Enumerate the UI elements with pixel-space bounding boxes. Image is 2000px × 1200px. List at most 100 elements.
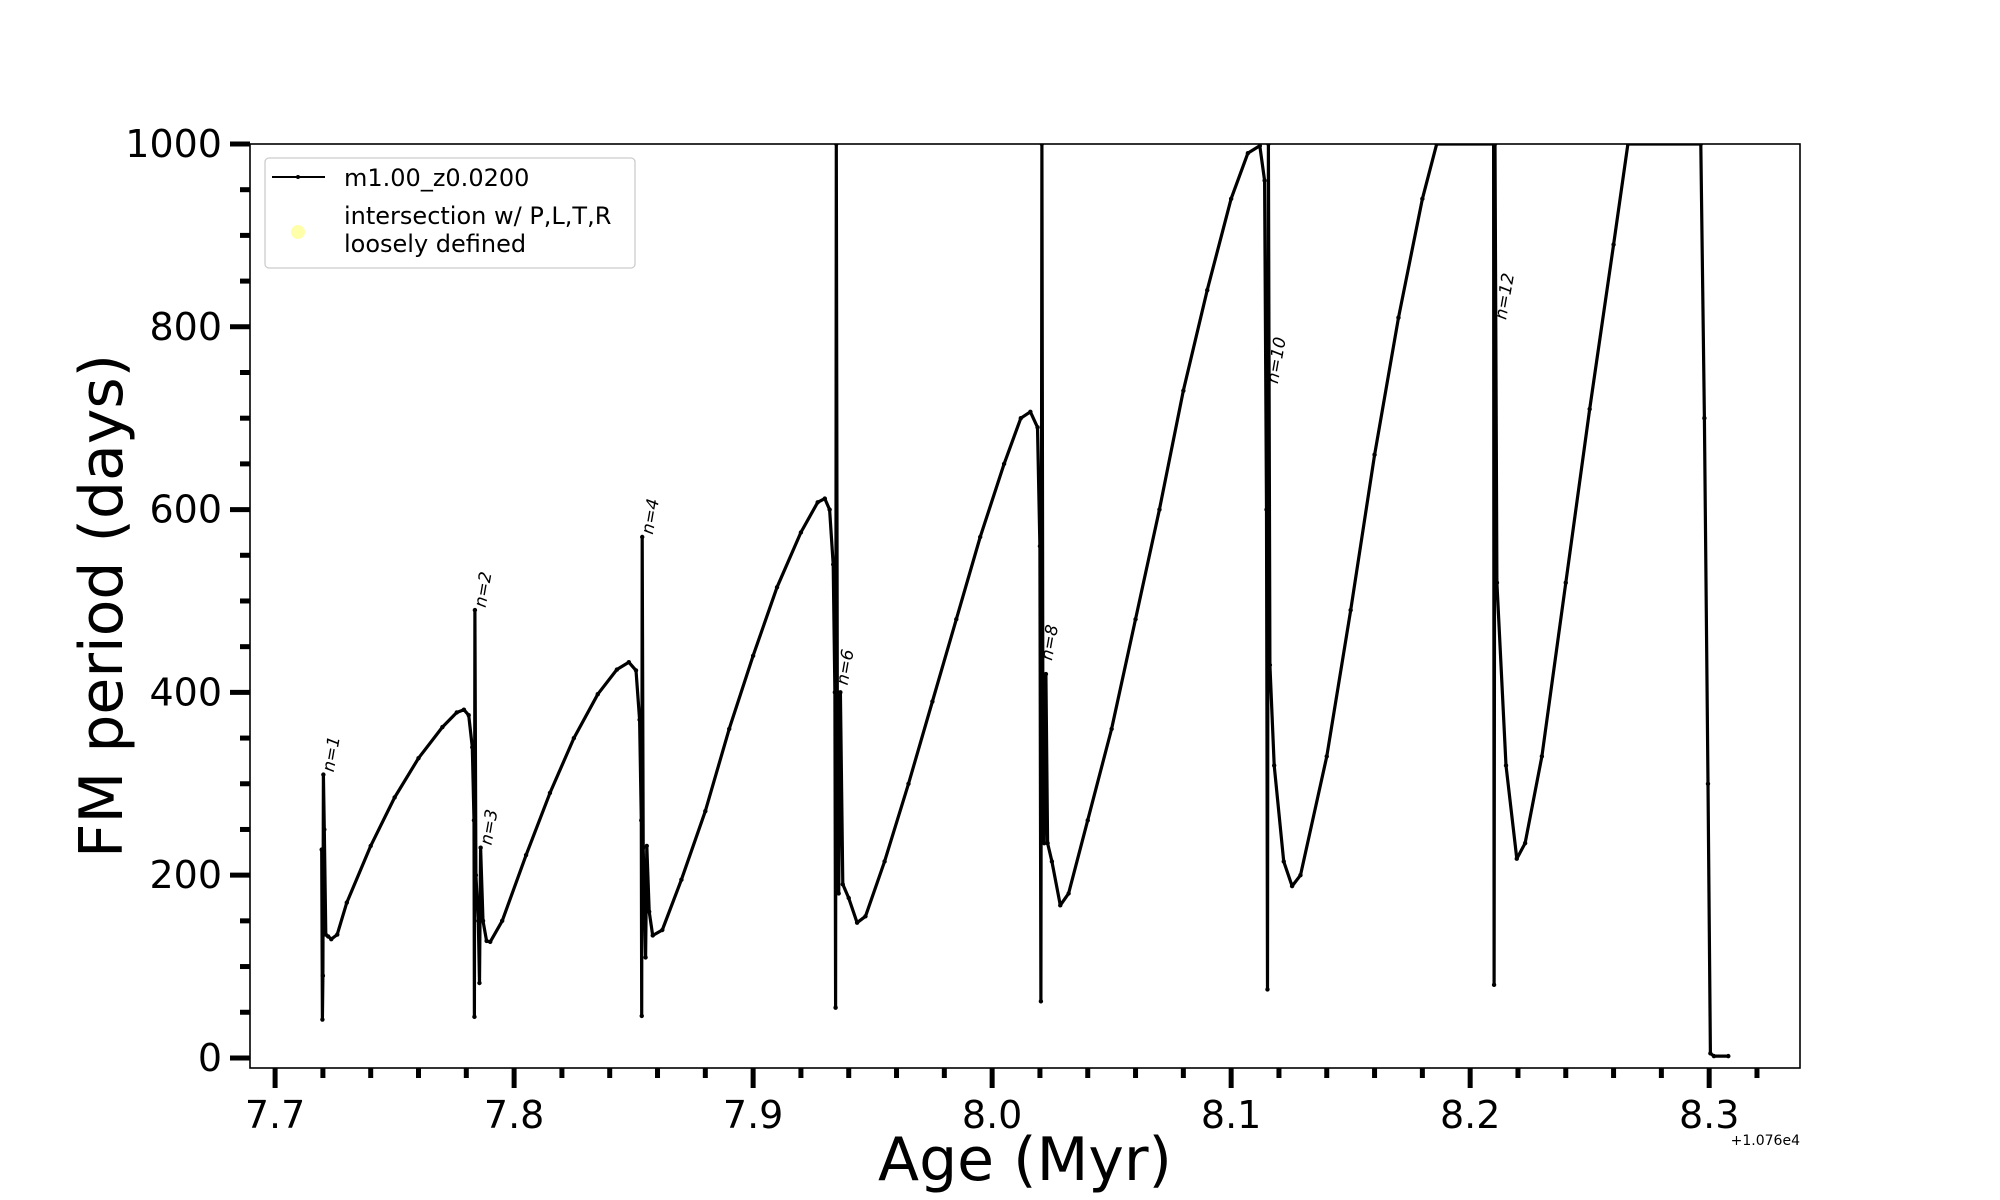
data-point xyxy=(1711,1053,1717,1059)
data-point xyxy=(750,653,756,659)
data-point xyxy=(320,973,326,978)
data-point xyxy=(836,891,841,896)
x-tick-label: 7.9 xyxy=(723,1093,783,1137)
data-point xyxy=(1726,1053,1731,1059)
data-point xyxy=(595,691,600,697)
data-point xyxy=(827,507,832,512)
data-point xyxy=(1035,425,1040,430)
data-point xyxy=(1267,662,1273,668)
x-axis-title: Age (Myr) xyxy=(878,1125,1172,1195)
data-point xyxy=(1109,726,1114,732)
x-tick-label: 7.7 xyxy=(245,1093,305,1137)
data-point xyxy=(488,939,493,945)
data-point xyxy=(1503,763,1509,768)
data-point xyxy=(637,717,642,722)
data-point xyxy=(798,530,804,535)
data-point xyxy=(478,845,483,850)
data-point xyxy=(1264,507,1269,512)
data-point xyxy=(1038,999,1044,1004)
data-point xyxy=(329,936,334,942)
data-point xyxy=(319,847,324,852)
annotation-label: n=2 xyxy=(471,570,497,609)
data-point xyxy=(1228,196,1234,202)
y-tick-label: 0 xyxy=(198,1036,222,1080)
data-point xyxy=(644,843,649,849)
data-point xyxy=(454,710,459,715)
data-point xyxy=(1702,415,1707,421)
data-point xyxy=(1049,859,1055,864)
data-point xyxy=(643,955,648,960)
data-point xyxy=(1420,196,1425,202)
data-point xyxy=(954,617,959,622)
data-point xyxy=(1289,883,1295,889)
data-point xyxy=(906,781,911,786)
data-point xyxy=(473,872,479,878)
data-point xyxy=(571,735,577,741)
data-point xyxy=(633,668,639,673)
data-point xyxy=(626,660,632,665)
data-point xyxy=(1157,507,1162,512)
data-point xyxy=(639,1013,644,1019)
data-point xyxy=(461,707,467,712)
legend-circle-marker xyxy=(291,225,305,239)
annotation-label: n=4 xyxy=(638,497,664,536)
data-point xyxy=(1705,781,1711,786)
data-point xyxy=(882,859,887,864)
data-point xyxy=(830,562,836,567)
annotation-label: n=3 xyxy=(477,808,503,847)
data-point xyxy=(977,534,983,540)
data-point xyxy=(1257,144,1263,149)
annotation-label: n=1 xyxy=(319,735,345,774)
data-point xyxy=(639,818,644,823)
data-point xyxy=(1348,607,1353,613)
data-point xyxy=(1058,903,1063,908)
data-point xyxy=(466,713,471,718)
data-point xyxy=(472,1014,477,1020)
data-point xyxy=(846,895,851,901)
data-point xyxy=(1396,315,1401,320)
data-point xyxy=(480,918,486,924)
y-tick-label: 400 xyxy=(149,670,222,714)
data-point xyxy=(815,500,820,505)
data-point xyxy=(321,772,326,777)
data-point xyxy=(646,909,652,914)
data-point xyxy=(1539,754,1545,759)
data-point xyxy=(1281,859,1286,864)
data-point xyxy=(1494,580,1500,585)
data-point xyxy=(335,932,340,937)
data-point xyxy=(1262,178,1267,183)
data-point xyxy=(660,927,665,933)
data-point xyxy=(499,918,505,924)
legend-line-dot-marker xyxy=(296,175,300,179)
data-point xyxy=(477,980,482,986)
x-tick-label: 8.0 xyxy=(962,1093,1022,1137)
data-point xyxy=(470,745,475,750)
data-point xyxy=(833,1005,838,1010)
data-point xyxy=(1085,818,1090,823)
x-tick-label: 8.3 xyxy=(1679,1093,1739,1137)
data-point xyxy=(1045,840,1050,846)
data-point xyxy=(523,852,529,858)
axes-frame xyxy=(249,143,1801,1069)
annotation-layer: n=1n=2n=3n=4n=6n=8n=10n=12 xyxy=(319,272,1519,847)
data-point xyxy=(1298,872,1303,878)
series-layer xyxy=(319,144,1731,1059)
data-point xyxy=(472,607,478,613)
data-point xyxy=(1587,406,1592,412)
data-point xyxy=(703,808,708,814)
data-point xyxy=(1028,409,1033,414)
data-point xyxy=(614,667,620,672)
data-point xyxy=(320,1017,325,1022)
plot-area: n=1n=2n=3n=4n=6n=8n=10n=12 xyxy=(319,144,1731,1059)
data-point xyxy=(1040,671,1046,677)
data-point xyxy=(1133,617,1138,622)
data-point xyxy=(416,755,421,761)
data-point xyxy=(325,934,331,939)
data-point xyxy=(440,724,445,730)
data-point xyxy=(368,843,373,849)
data-point xyxy=(835,690,840,695)
y-axis-ticks: 0 200 400 600 800 1000 xyxy=(125,122,250,1080)
legend-entry-label: intersection w/ P,L,T,R xyxy=(344,202,611,230)
legend-entry-label: m1.00_z0.0200 xyxy=(344,164,529,192)
